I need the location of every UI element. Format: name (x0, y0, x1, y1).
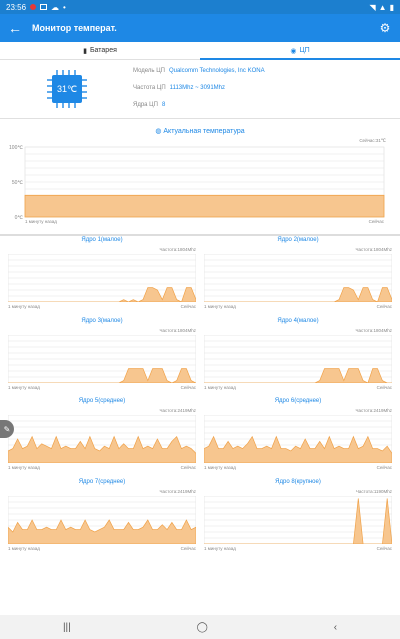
thermometer-icon: ◍ (155, 128, 164, 135)
core-frequency: Частота:2419Mhz (355, 408, 392, 413)
core-end-label: Сейчас (376, 304, 392, 309)
core-frequency: Частота:1190Mhz (355, 489, 392, 494)
divider (0, 234, 400, 236)
cpu-chip-icon: 31℃ (47, 70, 87, 108)
signal-icon: ▲ (378, 2, 387, 12)
core-chart (204, 496, 392, 544)
core-start-label: 1 минуту назад (8, 385, 40, 390)
back-arrow-icon[interactable]: ← (8, 20, 22, 36)
core-frequency: Частота:1804Mhz (355, 328, 392, 333)
core-start-label: 1 минуту назад (204, 465, 236, 470)
core-end-label: Сейчас (376, 385, 392, 390)
chip-temp: 31℃ (57, 84, 77, 94)
cpu-freq-row: Частота ЦП 1113Mhz ~ 3091Mhz (133, 85, 225, 91)
core-start-label: 1 минуту назад (204, 304, 236, 309)
tab-cpu-label: ЦП (299, 47, 310, 54)
core-start-label: 1 минуту назад (204, 385, 236, 390)
core-frequency: Частота:2419Mhz (159, 408, 196, 413)
wifi-icon: ◥ (369, 2, 376, 12)
temp-chart-title: ◍ Актуальная температура (0, 127, 400, 135)
core-chart (204, 335, 392, 383)
cloud-icon: ☁ (51, 2, 60, 12)
cpu-model-label: Модель ЦП (133, 68, 165, 74)
temp-start-label: 1 минуту назад (25, 219, 57, 224)
core-title: Ядро 1(малое) (81, 237, 123, 243)
core-frequency: Частота:1804Mhz (159, 247, 196, 252)
core-end-label: Сейчас (376, 546, 392, 551)
temp-chart-title-text: Актуальная температура (163, 128, 245, 135)
gallery-icon (40, 4, 48, 10)
cpu-model-row: Модель ЦП Qualcomm Technologies, Inc KONA (133, 68, 265, 74)
core-series-area (204, 435, 392, 463)
core-end-label: Сейчас (180, 304, 196, 309)
core-title: Ядро 2(малое) (277, 237, 319, 243)
cpu-freq-label: Частота ЦП (133, 85, 166, 91)
core-series-area (204, 287, 392, 302)
core-start-label: 1 минуту назад (8, 304, 40, 309)
battery-status-icon: ▮ (389, 2, 394, 12)
core-start-label: 1 минуту назад (8, 546, 40, 551)
y-tick-label: 50℃ (12, 180, 24, 186)
core-chart (204, 415, 392, 463)
core-series-area (8, 435, 196, 463)
core-title: Ядро 5(среднее) (78, 398, 126, 404)
battery-icon: ▮ (83, 47, 87, 55)
page-title: Монитор температ. (32, 23, 117, 33)
core-series-area (8, 368, 196, 383)
temp-now: Сейчас:31℃ (359, 138, 386, 143)
core-chart (8, 415, 196, 463)
recording-icon (30, 4, 37, 10)
core-frequency: Частота:1804Mhz (159, 328, 196, 333)
core-end-label: Сейчас (180, 465, 196, 470)
y-tick-label: 0℃ (15, 215, 24, 221)
divider (0, 118, 400, 119)
temperature-chart: 100℃ 50℃ 0℃ (9, 145, 385, 221)
core-series-area (8, 287, 196, 302)
core-end-label: Сейчас (180, 546, 196, 551)
cpu-freq-value: 1113Mhz ~ 3091Mhz (169, 85, 225, 91)
cpu-cores-row: Ядра ЦП 8 (133, 102, 165, 108)
core-series-area (204, 498, 392, 544)
tab-bar: ▮ Батарея ◉ ЦП (0, 42, 400, 60)
core-chart (8, 335, 196, 383)
status-bar: 23:56 ☁ • ◥ ▲ ▮ (0, 0, 400, 14)
core-title: Ядро 7(среднее) (78, 479, 126, 485)
cpu-cores-label: Ядра ЦП (133, 102, 158, 108)
tab-battery-label: Батарея (89, 47, 117, 54)
core-chart (8, 496, 196, 544)
edge-panel-handle[interactable]: ✎ (0, 420, 14, 438)
core-chart (8, 254, 196, 302)
core-chart (204, 254, 392, 302)
clock: 23:56 (6, 2, 27, 12)
core-frequency: Частота:2419Mhz (159, 489, 196, 494)
core-end-label: Сейчас (180, 385, 196, 390)
core-end-label: Сейчас (376, 465, 392, 470)
core-series-area (8, 519, 196, 544)
temp-series-area (24, 194, 385, 218)
cpu-icon: ◉ (290, 47, 297, 55)
back-nav-icon[interactable]: ‹ (333, 621, 338, 633)
core-series-area (204, 368, 392, 383)
settings-gear-icon[interactable]: ⚙ (379, 21, 391, 35)
core-frequency: Частота:1804Mhz (355, 247, 392, 252)
dot-icon: • (63, 2, 66, 12)
tab-cpu[interactable]: ◉ ЦП (200, 42, 400, 60)
navigation-bar: ||| ◯ ‹ (0, 615, 400, 639)
cpu-model-value: Qualcomm Technologies, Inc KONA (168, 68, 265, 74)
cpu-cores-value: 8 (161, 102, 166, 108)
core-title: Ядро 3(малое) (81, 318, 123, 324)
temp-end-label: Сейчас (368, 219, 384, 224)
core-title: Ядро 4(малое) (277, 318, 319, 324)
core-start-label: 1 минуту назад (204, 546, 236, 551)
recent-apps-icon[interactable]: ||| (62, 621, 71, 633)
y-tick-label: 100℃ (9, 145, 23, 151)
tab-battery[interactable]: ▮ Батарея (0, 42, 200, 59)
core-title: Ядро 8(крупное) (275, 479, 321, 485)
app-bar: ← Монитор температ. ⚙ (0, 14, 400, 42)
core-title: Ядро 6(среднее) (274, 398, 322, 404)
home-icon[interactable]: ◯ (196, 621, 208, 633)
core-start-label: 1 минуту назад (8, 465, 40, 470)
